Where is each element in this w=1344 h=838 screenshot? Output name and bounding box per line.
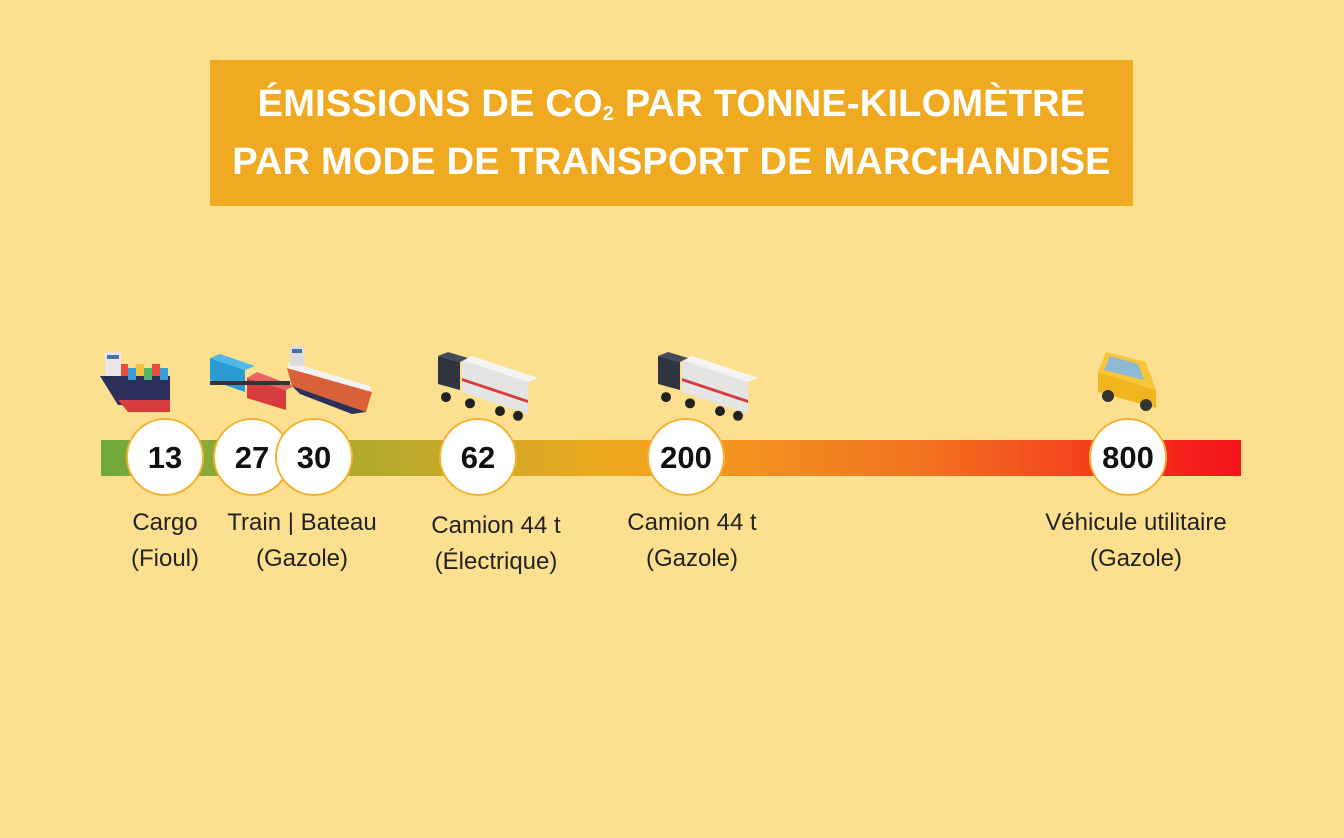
value-label: 200 — [660, 440, 712, 475]
freight-train-icon — [210, 354, 294, 410]
value-circle — [647, 418, 725, 496]
value-label: 30 — [297, 440, 331, 475]
category-label: Véhicule utilitaire (Gazole) — [1016, 505, 1256, 577]
title-line-2: PAR MODE DE TRANSPORT DE MARCHANDISE — [232, 141, 1111, 183]
value-label: 13 — [148, 440, 182, 475]
value-circle — [439, 418, 517, 496]
value-circle — [126, 418, 204, 496]
category-label-line1: Camion 44 t — [431, 512, 561, 539]
category-label-line1: Véhicule utilitaire — [1045, 509, 1227, 536]
utility-van-icon — [1098, 352, 1156, 411]
category-label: Cargo (Fioul) — [45, 505, 285, 577]
semi-truck-icon — [658, 352, 758, 421]
value-marker: 30 — [275, 418, 353, 496]
category-label: Camion 44 t (Gazole) — [572, 505, 812, 577]
category-label: Camion 44 t (Électrique) — [376, 508, 616, 580]
category-label-line2: (Gazole) — [255, 545, 349, 572]
category-label-line1: Camion 44 t — [627, 509, 757, 536]
category-label-line2: (Fioul) — [130, 545, 199, 572]
value-marker: 13 — [126, 418, 204, 496]
category-label-line2: (Électrique) — [434, 548, 558, 575]
value-label: 27 — [235, 440, 269, 475]
category-label-line2: (Gazole) — [1089, 545, 1183, 572]
category-label-line2: (Gazole) — [645, 545, 739, 572]
value-marker: 62 — [439, 418, 517, 496]
value-marker: 800 — [1089, 418, 1167, 496]
value-marker: 27 — [213, 418, 291, 496]
value-label: 800 — [1102, 440, 1154, 475]
value-marker: 200 — [647, 418, 725, 496]
title-line-1: ÉMISSIONS DE CO2 PAR TONNE-KILOMÈTRE — [257, 83, 1086, 125]
value-circle — [275, 418, 353, 496]
container-ship-icon — [100, 352, 170, 412]
barge-icon — [287, 346, 372, 414]
category-label-line1: Cargo — [132, 509, 198, 536]
value-circle — [1089, 418, 1167, 496]
semi-truck-icon — [438, 352, 538, 421]
category-label: Train | Bateau (Gazole) — [182, 505, 422, 577]
value-label: 62 — [461, 440, 495, 475]
category-label-line1: Train | Bateau — [227, 509, 377, 536]
title-banner: ÉMISSIONS DE CO2 PAR TONNE-KILOMÈTRE PAR… — [210, 60, 1133, 206]
